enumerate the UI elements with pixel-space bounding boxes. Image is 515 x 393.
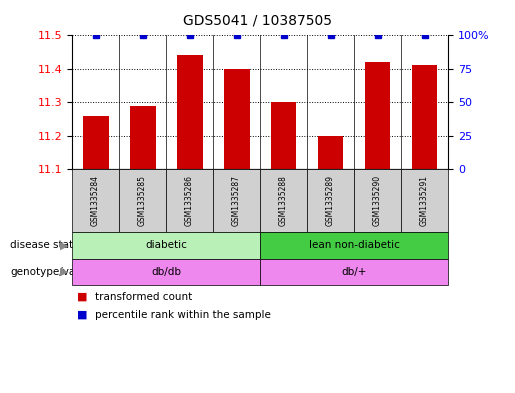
Text: genotype/variation: genotype/variation [10,267,109,277]
Text: diabetic: diabetic [145,240,187,250]
Text: GSM1335285: GSM1335285 [138,175,147,226]
Text: GSM1335288: GSM1335288 [279,175,288,226]
Bar [130,106,156,169]
Text: ■: ■ [77,292,88,302]
Text: GSM1335289: GSM1335289 [326,175,335,226]
Text: GSM1335286: GSM1335286 [185,175,194,226]
Bar [83,116,109,169]
Bar [318,136,344,169]
Text: GSM1335284: GSM1335284 [91,175,100,226]
Text: ▶: ▶ [60,267,68,277]
Bar [224,69,249,169]
Text: lean non-diabetic: lean non-diabetic [308,240,400,250]
Text: GSM1335290: GSM1335290 [373,175,382,226]
Text: GSM1335291: GSM1335291 [420,175,429,226]
Text: disease state: disease state [10,240,80,250]
Text: ■: ■ [77,310,88,320]
Text: transformed count: transformed count [95,292,193,302]
Text: GSM1335287: GSM1335287 [232,175,241,226]
Text: ▶: ▶ [60,240,68,250]
Text: GDS5041 / 10387505: GDS5041 / 10387505 [183,14,332,28]
Text: db/db: db/db [151,267,181,277]
Text: db/+: db/+ [341,267,367,277]
Bar [411,66,437,169]
Bar [271,102,297,169]
Bar [365,62,390,169]
Text: percentile rank within the sample: percentile rank within the sample [95,310,271,320]
Bar [177,55,202,169]
